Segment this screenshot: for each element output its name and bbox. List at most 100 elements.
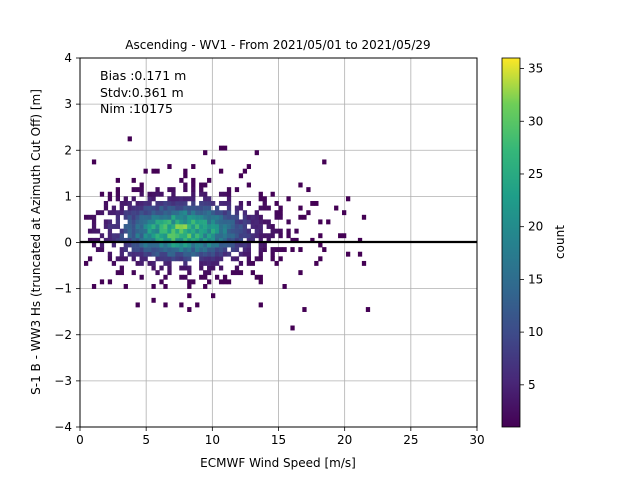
- heatmap-cell: [294, 237, 299, 243]
- heatmap-cell: [151, 191, 156, 197]
- heatmap-cell: [179, 247, 184, 253]
- heatmap-cell: [246, 237, 252, 243]
- heatmap-cell: [143, 219, 148, 225]
- heatmap-cell: [302, 307, 307, 312]
- heatmap-cell: [270, 251, 275, 257]
- heatmap-cell: [270, 228, 275, 234]
- heatmap-cell: [238, 237, 244, 243]
- heatmap-cell: [211, 224, 216, 229]
- heatmap-cell: [222, 274, 228, 280]
- heatmap-cell: [211, 233, 216, 239]
- heatmap-cell: [246, 228, 252, 234]
- heatmap-cell: [234, 228, 240, 234]
- y-tick-label: −4: [54, 420, 72, 434]
- heatmap-cell: [135, 205, 140, 211]
- heatmap-cell: [246, 242, 252, 248]
- heatmap-cell: [250, 237, 255, 243]
- heatmap-cell: [230, 256, 236, 262]
- heatmap-cell: [214, 210, 220, 216]
- heatmap-cell: [234, 237, 240, 243]
- heatmap-cell: [183, 247, 188, 253]
- heatmap-cell: [175, 242, 180, 248]
- heatmap-cell: [103, 219, 109, 225]
- heatmap-cell: [119, 265, 124, 271]
- heatmap-cell: [218, 237, 224, 243]
- heatmap-cell: [214, 214, 220, 220]
- heatmap-cell: [203, 233, 208, 239]
- heatmap-cell: [135, 210, 140, 216]
- heatmap-cell: [195, 219, 200, 225]
- heatmap-cell: [139, 237, 144, 243]
- heatmap-cell: [191, 279, 196, 285]
- heatmap-cell: [187, 256, 192, 262]
- heatmap-cell: [183, 205, 188, 211]
- heatmap-cell: [163, 274, 168, 280]
- heatmap-cell: [214, 274, 220, 280]
- heatmap-cell: [187, 251, 192, 257]
- x-tick-label: 25: [403, 433, 418, 447]
- heatmap-cell: [218, 214, 224, 220]
- heatmap-cell: [298, 270, 303, 276]
- heatmap-cell: [83, 260, 89, 266]
- heatmap-cell: [167, 260, 172, 266]
- heatmap-cell: [183, 274, 188, 280]
- heatmap-cell: [199, 242, 204, 248]
- heatmap-cell: [107, 279, 113, 285]
- heatmap-cell: [211, 210, 216, 216]
- colorbar-tick-label: 20: [528, 220, 543, 234]
- y-tick-label: −1: [54, 282, 72, 296]
- heatmap-cell: [183, 187, 188, 193]
- colorbar-ticks: 5 10 15 20 25 30 35: [520, 62, 543, 392]
- heatmap-cell: [222, 224, 228, 229]
- heatmap-cell: [139, 251, 144, 257]
- heatmap-cell: [143, 168, 148, 174]
- heatmap-cell: [131, 196, 136, 202]
- heatmap-cell: [345, 251, 351, 257]
- heatmap-cell: [222, 191, 228, 197]
- heatmap-cell: [199, 247, 204, 253]
- heatmap-cell: [115, 210, 120, 216]
- heatmap-cell: [222, 200, 228, 206]
- heatmap-cell: [191, 214, 196, 220]
- colorbar-tick-label: 25: [528, 167, 543, 181]
- heatmap-cell: [183, 233, 188, 239]
- x-axis-label: ECMWF Wind Speed [m/s]: [200, 456, 356, 470]
- heatmap-cell: [151, 251, 156, 257]
- heatmap-cell: [111, 210, 117, 216]
- heatmap-cell: [222, 145, 228, 151]
- heatmap-cell: [131, 247, 136, 253]
- heatmap-cell: [242, 247, 248, 253]
- heatmap-cell: [175, 247, 180, 253]
- heatmap-cell: [207, 247, 212, 253]
- heatmap-cell: [298, 247, 303, 253]
- heatmap-cell: [222, 219, 228, 225]
- heatmap-cell: [274, 200, 279, 206]
- heatmap-cell: [151, 242, 156, 248]
- heatmap-cell: [258, 191, 263, 197]
- heatmap-cell: [211, 219, 216, 225]
- heatmap-cell: [191, 164, 196, 169]
- heatmap-cell: [147, 219, 152, 225]
- heatmap-cell: [187, 270, 192, 276]
- heatmap-cell: [234, 270, 240, 276]
- heatmap-cell: [115, 187, 120, 193]
- heatmap-cell: [258, 196, 263, 202]
- heatmap-cell: [159, 237, 164, 243]
- heatmap-cell: [135, 302, 140, 308]
- heatmap-cell: [238, 200, 244, 206]
- heatmap-cell: [171, 200, 176, 206]
- heatmap-cell: [171, 256, 176, 262]
- heatmap-cell: [107, 210, 113, 216]
- heatmap-cell: [199, 224, 204, 229]
- heatmap-cell: [226, 224, 232, 229]
- heatmap-cell: [207, 228, 212, 234]
- y-axis-ticks: −4 −3 −2 −1 0 1 2 3 4: [54, 51, 80, 434]
- heatmap-cell: [238, 173, 244, 179]
- heatmap-cell: [258, 256, 263, 262]
- heatmap-cell: [310, 237, 315, 243]
- heatmap-cell: [238, 242, 244, 248]
- heatmap-cell: [234, 210, 240, 216]
- heatmap-cell: [214, 224, 220, 229]
- heatmap-cell: [115, 237, 120, 243]
- heatmap-cell: [250, 233, 255, 239]
